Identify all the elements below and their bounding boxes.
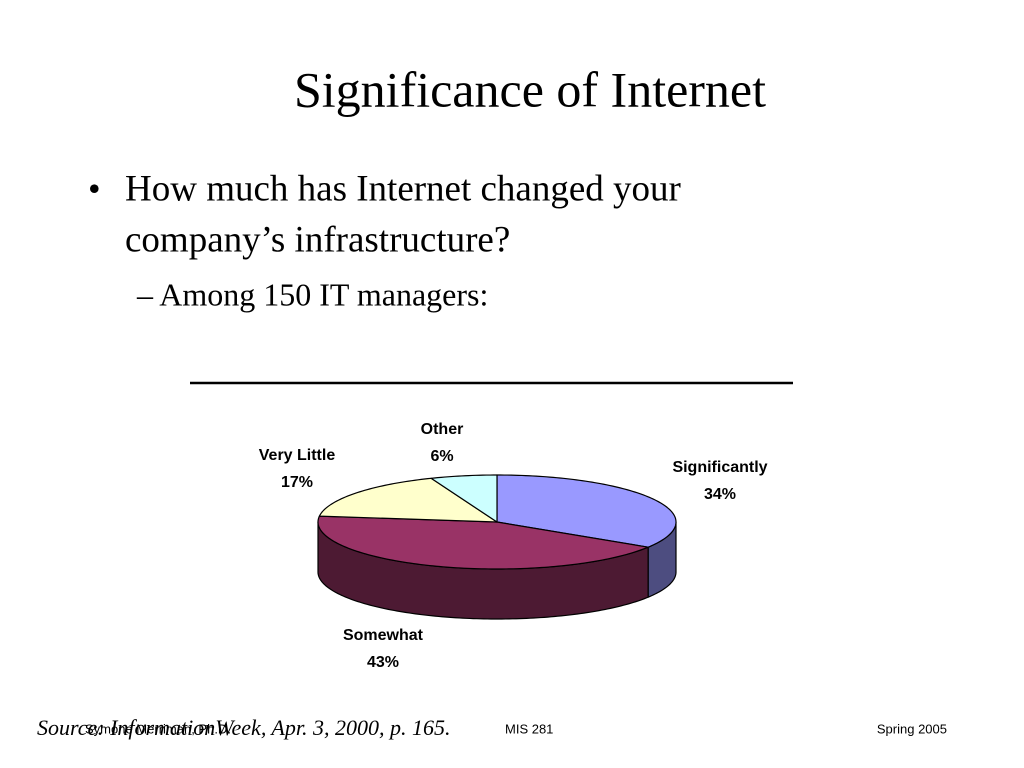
footer-course: MIS 281 xyxy=(505,721,553,736)
slice-label: Somewhat xyxy=(343,627,424,644)
slice-value-label: 34% xyxy=(704,486,736,503)
slice xyxy=(317,515,649,570)
sub-bullet: – Among 150 IT managers: xyxy=(136,276,488,312)
pie-chart: Significantly 34% Somewhat 43% Very Little 17… xyxy=(259,421,768,671)
slice xyxy=(318,477,498,523)
footer-author: Symone Merriman, Ph.D. xyxy=(85,721,231,736)
bullet-line: company’s infrastructure? xyxy=(125,219,510,260)
source-note: Source: InformationWeek, Apr. 3, 2000, p… xyxy=(37,715,450,740)
bullet-marker: • xyxy=(88,168,101,208)
slice-label: Significantly xyxy=(672,459,767,476)
bullet-line: How much has Internet changed your xyxy=(125,168,681,209)
footer-term: Spring 2005 xyxy=(877,721,947,736)
slice-value-label: 17% xyxy=(281,474,313,491)
slice-label: Other xyxy=(421,421,464,438)
slice-label: Very Little xyxy=(259,447,336,464)
slice-value-label: 43% xyxy=(367,654,399,671)
slice-value-label: 6% xyxy=(430,448,453,465)
slice xyxy=(430,474,498,523)
slide-title: Significance of Internet xyxy=(294,61,766,117)
